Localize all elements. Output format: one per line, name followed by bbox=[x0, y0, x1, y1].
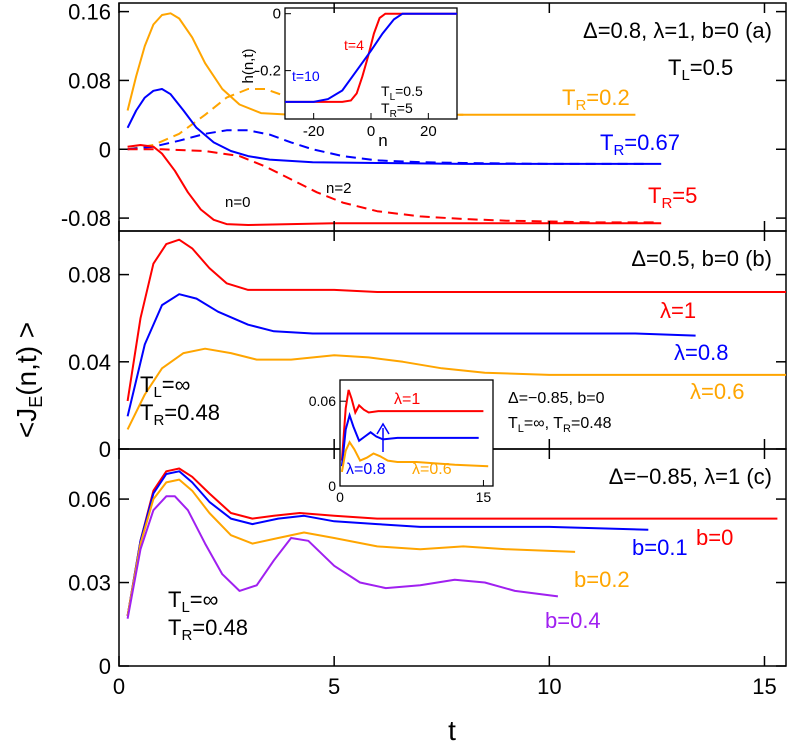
panel-b-tr: TR=0.48 bbox=[140, 400, 220, 429]
legend-tr-0.67: TR=0.67 bbox=[600, 130, 680, 159]
legend-lambda-1: λ=1 bbox=[660, 298, 696, 323]
legend-b-0.2: b=0.2 bbox=[574, 567, 630, 592]
y-tick-label: 0.08 bbox=[68, 68, 111, 93]
panel-b-lines bbox=[126, 238, 786, 430]
panel-c-tr: TR=0.48 bbox=[168, 615, 248, 644]
inset-b-arrow-head bbox=[376, 422, 390, 435]
x-axis-ticks: 0 5 10 15 bbox=[113, 3, 777, 699]
y-tick-label: 0.06 bbox=[68, 487, 111, 512]
x-tick-label: 5 bbox=[328, 674, 340, 699]
inset-b-y-tick-label: 0.06 bbox=[309, 393, 336, 409]
x-tick-label: 10 bbox=[537, 674, 561, 699]
panel-a-y-ticks: 0.16 0.08 0 -0.08 bbox=[61, 0, 786, 231]
panel-a-tl: TL=0.5 bbox=[668, 55, 733, 84]
panel-c-tl: TL=∞ bbox=[168, 587, 218, 616]
x-axis-label: t bbox=[448, 715, 456, 745]
panel-c-title: Δ=−0.85, λ=1 (c) bbox=[609, 464, 772, 489]
series-line-c-1 bbox=[126, 470, 649, 617]
inset-a-ylabel: h(n,t) bbox=[240, 48, 257, 83]
panel-b-inset: 0 15 0.06 0 λ=1 λ=0.8 λ=0.6 Δ=−0.85, b=0 TL… bbox=[309, 379, 612, 505]
inset-a-line-0 bbox=[285, 12, 457, 103]
y-tick-label: 0.08 bbox=[68, 263, 111, 288]
y-tick-label: 0 bbox=[99, 137, 111, 162]
series-line-a-1 bbox=[127, 88, 464, 151]
inset-b-lambda-0.8: λ=0.8 bbox=[346, 461, 386, 478]
series-line-a-5 bbox=[127, 148, 657, 224]
inset-b-line-2 bbox=[340, 440, 489, 473]
panel-c-y-ticks: 0.06 0.03 0 bbox=[68, 487, 786, 679]
inset-a-x-tick-label: -20 bbox=[303, 123, 325, 140]
inset-a-y-tick-label: -0.2 bbox=[255, 63, 281, 80]
legend-tr-0.2: TR=0.2 bbox=[562, 85, 630, 114]
inset-b-x-tick-label: 15 bbox=[476, 489, 492, 505]
inset-b-lambda-0.6: λ=0.6 bbox=[412, 461, 452, 478]
series-line-b-2 bbox=[126, 347, 786, 430]
panel-c: 0.06 0.03 0 Δ=−0.85, λ=1 (c) b=0 b=0.1 b=0… bbox=[68, 448, 787, 679]
inset-a-xlabel: n bbox=[378, 131, 387, 150]
inset-a-t4: t=4 bbox=[344, 37, 364, 53]
series-line-c-3 bbox=[126, 495, 559, 619]
inset-a-tl: TL=0.5 bbox=[381, 83, 423, 103]
inset-b-line-0 bbox=[340, 389, 484, 461]
inset-b-line-1 bbox=[340, 411, 479, 467]
y-tick-label: -0.08 bbox=[61, 206, 111, 231]
inset-a-t10: t=10 bbox=[292, 68, 320, 84]
series-line-b-1 bbox=[126, 293, 696, 417]
x-tick-label: 15 bbox=[752, 674, 776, 699]
panel-c-lines bbox=[126, 467, 778, 619]
inset-a-line-1 bbox=[285, 12, 457, 103]
panel-b-tl: TL=∞ bbox=[140, 372, 190, 401]
inset-b-x-tick-label: 0 bbox=[336, 489, 344, 505]
series-line-b-0 bbox=[126, 238, 786, 402]
legend-lambda-0.8: λ=0.8 bbox=[674, 340, 728, 365]
inset-b-subtitle: TL=∞, TR=0.48 bbox=[508, 415, 612, 435]
legend-b-0.4: b=0.4 bbox=[545, 608, 601, 633]
inset-a-x-tick-label: 0 bbox=[367, 123, 375, 140]
series-line-a-4 bbox=[127, 144, 662, 226]
legend-b-0.1: b=0.1 bbox=[632, 535, 688, 560]
label-n0: n=0 bbox=[225, 194, 250, 211]
panel-a: 0.16 0.08 0 -0.08 Δ=0.8, λ=1, b=0 (a) TL=0.… bbox=[61, 0, 787, 232]
panel-a-title: Δ=0.8, λ=1, b=0 (a) bbox=[583, 18, 772, 43]
inset-a-y-tick-label: 0 bbox=[273, 6, 281, 23]
legend-tr-5: TR=5 bbox=[648, 183, 697, 212]
y-tick-label: 0.16 bbox=[68, 0, 111, 25]
inset-b-title: Δ=−0.85, b=0 bbox=[508, 390, 605, 407]
inset-b-y-tick-label: 0 bbox=[328, 478, 336, 494]
y-axis-label: <JE(n,t) > bbox=[11, 322, 46, 438]
series-line-c-0 bbox=[126, 467, 778, 617]
series-line-a-3 bbox=[127, 129, 649, 165]
series-line-c-2 bbox=[126, 478, 576, 617]
x-tick-label: 0 bbox=[113, 674, 125, 699]
y-tick-label: 0 bbox=[99, 437, 111, 462]
panel-a-inset: -20 0 20 0 -0.2 h(n,t) n t=4 t=10 TL=0.5 TR=… bbox=[240, 6, 458, 150]
y-tick-label: 0.03 bbox=[68, 571, 111, 596]
inset-a-tr: TR=5 bbox=[381, 100, 413, 120]
legend-b-0: b=0 bbox=[696, 525, 733, 550]
y-tick-label: 0.04 bbox=[68, 350, 111, 375]
series-line-a-2 bbox=[126, 88, 662, 165]
panel-b-y-ticks: 0.08 0.04 0 bbox=[68, 263, 786, 462]
panel-b-title: Δ=0.5, b=0 (b) bbox=[631, 246, 772, 271]
label-n2: n=2 bbox=[326, 180, 351, 197]
y-tick-label: 0 bbox=[99, 654, 111, 679]
inset-b-lambda-1: λ=1 bbox=[394, 391, 420, 408]
legend-lambda-0.6: λ=0.6 bbox=[690, 379, 744, 404]
panel-b: 0.08 0.04 0 Δ=0.5, b=0 (b) λ=1 λ=0.8 λ=0.6… bbox=[68, 230, 787, 462]
panel-a-lines bbox=[126, 12, 662, 226]
inset-a-x-tick-label: 20 bbox=[420, 123, 437, 140]
